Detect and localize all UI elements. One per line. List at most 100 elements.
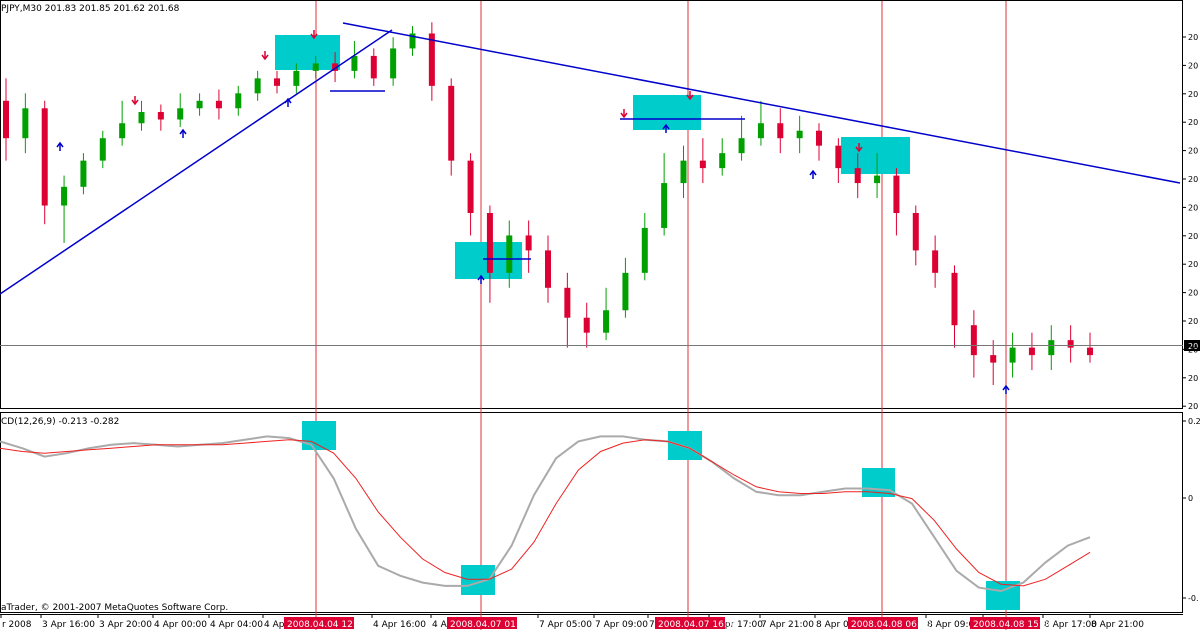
candle [312,55,319,79]
candle [912,205,919,266]
candle [951,265,958,348]
candle [293,63,300,94]
candle [99,130,106,169]
candle-body [738,138,745,154]
candle-body [293,70,300,86]
candle [680,145,687,199]
time-tick-label: r 2008 [2,620,32,630]
candle [932,235,939,288]
candle [622,257,629,318]
time-highlight-bg [848,617,918,629]
time-tick-label: 3 Apr 20:00 [99,620,152,630]
time-tick-label: 4 Apr [264,620,288,630]
candle-body [235,93,242,109]
price-tick-label: 20 [1188,175,1198,184]
candle-body [757,123,764,139]
candle [332,52,339,83]
time-highlight-label: 2008.04.08 06:00 [851,620,932,630]
candle [448,78,455,176]
candle [506,220,513,288]
price-tick-label: 20 [1188,402,1198,411]
time-tick-label: 4 Apr 00:00 [154,620,207,630]
candle [1067,325,1074,363]
candle-body [680,160,687,184]
price-tick-label: 20 [1188,317,1198,326]
candle-body [661,183,668,228]
candle [641,213,648,281]
time-highlight-bg [284,617,354,629]
sell-arrow [310,30,318,40]
candle [274,70,280,94]
macd-indicator-label: CD(12,26,9) -0.213 -0.282 [1,417,119,427]
time-highlight-bg [970,617,1040,629]
candle [661,153,668,236]
candle-body [332,63,339,71]
candle [603,287,610,341]
candle-body [622,272,629,311]
time-tick-label: 8 Apr 01:00 [816,620,869,630]
arrow-head [310,33,318,40]
sell-arrow [855,143,863,153]
candle [874,153,881,199]
candle [970,310,977,378]
candle-body [506,235,513,273]
macd-main-line [0,435,1091,593]
candle-body [525,235,532,251]
candle [3,78,9,161]
candle-body [893,175,900,213]
candle [138,100,145,131]
arrow-head [662,123,670,130]
time-axis: r 2008 3 Apr 16:00 3 Apr 20:00 4 Apr 00:00 4… [0,614,1144,630]
candle [835,138,842,184]
time-highlight-tag: 2008.04.08 06:00 [848,617,932,630]
candle-body [641,227,648,273]
candle-body [254,78,261,94]
time-tick-label: 4 Apr 04:00 [210,620,263,630]
candle-body [951,272,958,326]
candle-body [1009,347,1016,363]
candle [757,100,764,146]
price-tick-label: 20 [1188,374,1198,383]
buy-arrow [284,97,292,107]
candle [80,153,87,195]
macd-tick-label: 0.2 [1188,417,1200,426]
candle [893,168,900,236]
arrow-head [179,128,187,135]
candle-body [428,33,435,86]
current-price-label: 20 [1188,342,1198,351]
candle [1048,325,1055,371]
macd-signal-line [0,439,1091,587]
macd-lines [0,435,1091,593]
sell-arrow [620,109,628,119]
candle-body [1028,347,1035,356]
sell-arrow [131,96,139,106]
copyright-label: aTrader, © 2001-2007 MetaQuotes Software… [1,603,228,613]
candle [119,100,126,146]
candle-body [854,168,861,184]
price-axis: 20 20 20 20 20 20 20 20 20 20 20 20 20 20 [1183,33,1198,411]
candle [370,48,377,86]
candle-body [177,108,184,120]
downtrend-line [342,22,1181,184]
candle [177,93,184,127]
time-highlight-tag: 2008.04.04 12:00 [284,617,368,630]
candle-body [603,310,610,333]
candle-body [467,160,474,213]
candle-body [3,100,9,139]
time-tick-label: 4 Apr 16:00 [373,620,426,630]
candle-body [390,48,397,79]
candle-body [719,153,726,169]
candlestick-series [3,22,1093,386]
time-highlight-label: 2008.04.07 01:00 [450,620,531,630]
candle-body [932,250,939,273]
candle [525,220,532,273]
price-tick-label: 20 [1188,289,1198,298]
price-tick-label: 20 [1188,232,1198,241]
candle [254,70,261,101]
signal-arrows [56,30,1010,394]
candle-body [835,145,842,169]
candle-body [351,55,358,71]
time-tick-label: 7 [649,620,655,630]
trendlines[interactable] [0,22,1181,295]
